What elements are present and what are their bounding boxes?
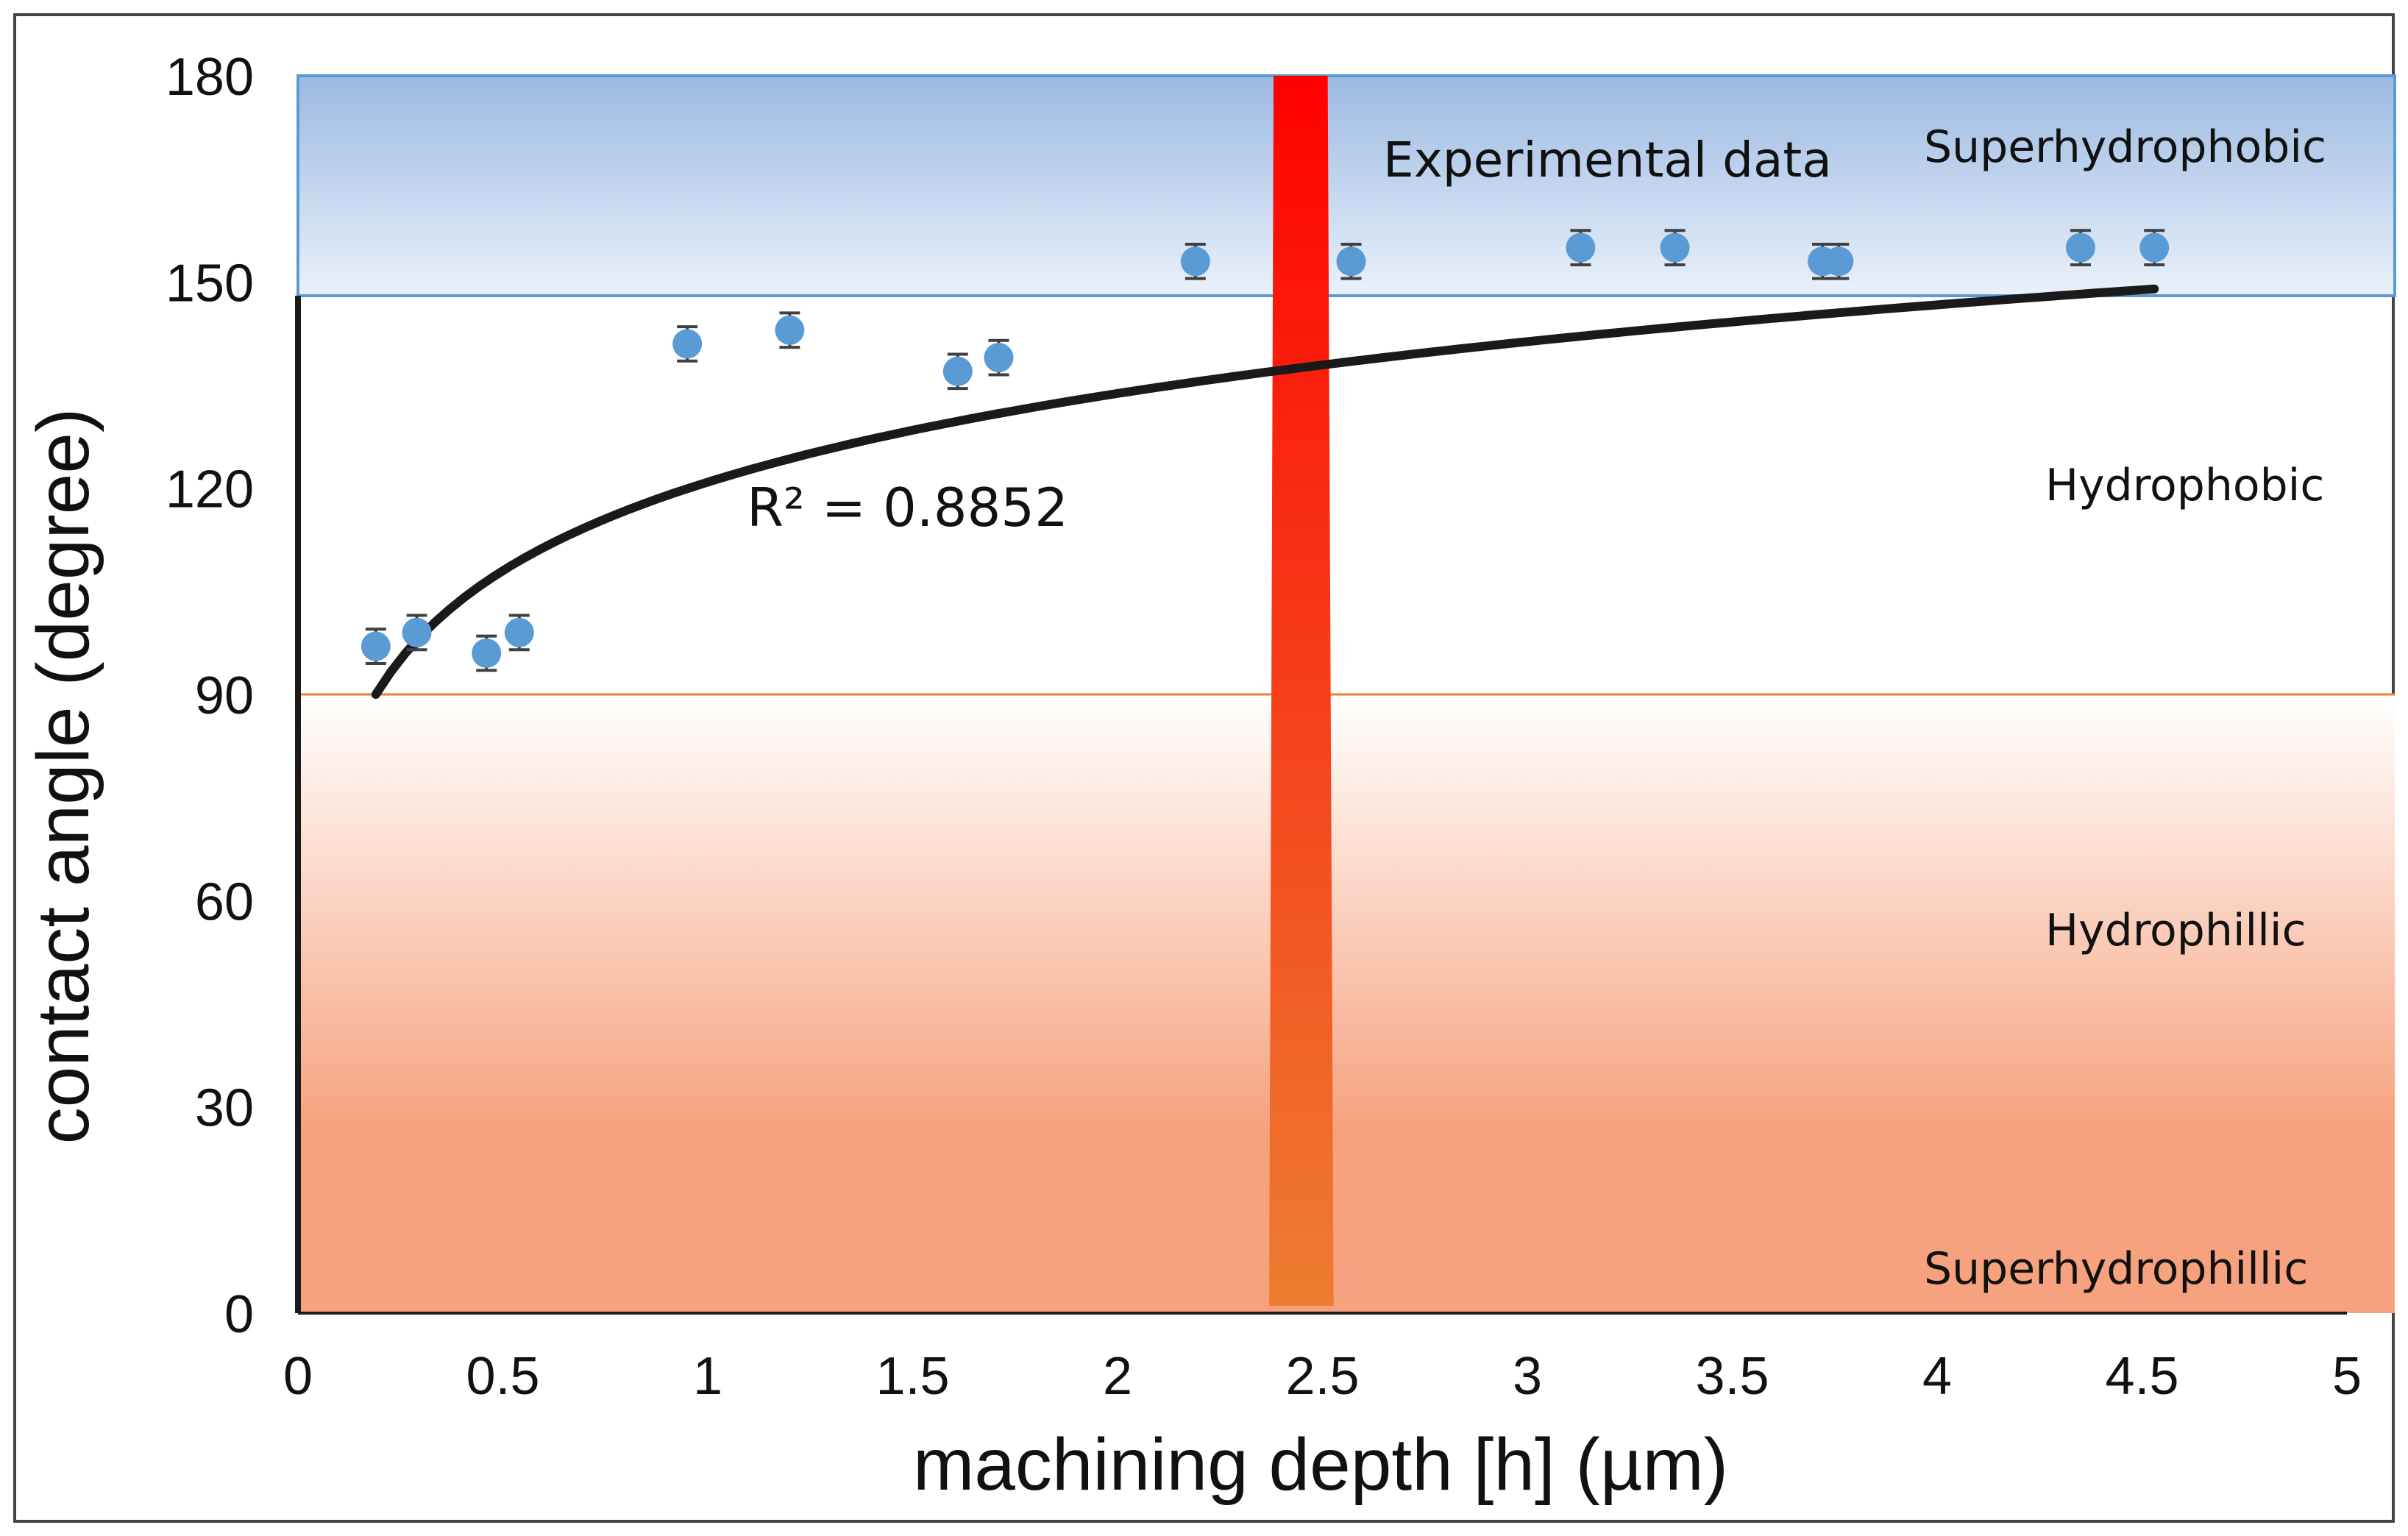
data-point	[942, 356, 973, 386]
hydrophilic-label: Hydrophillic	[2045, 905, 2306, 956]
x-tick-label: 4	[1922, 1347, 1952, 1406]
x-tick-label: 0	[283, 1347, 313, 1406]
y-tick-labels: 0 30 60 90 120 150 180	[166, 48, 254, 1344]
data-point	[361, 631, 391, 661]
data-point	[472, 638, 502, 668]
x-tick-label: 0.5	[466, 1347, 539, 1406]
x-tick-label: 3.5	[1695, 1347, 1769, 1406]
y-axis-title: contact angle (degree)	[22, 408, 104, 1145]
data-point	[775, 315, 805, 345]
y-tick-label: 150	[166, 254, 254, 313]
x-tick-label: 4.5	[2105, 1347, 2178, 1406]
y-tick-label: 180	[166, 48, 254, 107]
data-point	[2065, 232, 2095, 263]
superhydrophilic-label: Superhydrophillic	[1924, 1243, 2308, 1295]
superhydrophobic-label: Superhydrophobic	[1924, 121, 2326, 173]
x-tick-label: 1.5	[876, 1347, 949, 1406]
data-point	[402, 617, 432, 647]
x-tick-labels: 0 0.5 1 1.5 2 2.5 3 3.5 4 4.5 5	[283, 1347, 2362, 1406]
data-point	[1566, 232, 1596, 263]
y-tick-label: 0	[224, 1285, 254, 1344]
y-tick-label: 90	[195, 666, 254, 725]
data-point	[984, 343, 1014, 373]
data-point	[504, 617, 534, 647]
x-axis-title: machining depth [h] (µm)	[913, 1423, 1728, 1506]
y-tick-label: 60	[195, 872, 254, 931]
x-tick-label: 2.5	[1285, 1347, 1359, 1406]
x-tick-label: 5	[2332, 1347, 2362, 1406]
y-tick-label: 30	[195, 1079, 254, 1138]
data-point	[1180, 246, 1210, 277]
experimental-data-label: Experimental data	[1383, 132, 1832, 188]
hydrophobic-label: Hydrophobic	[2045, 460, 2324, 511]
log-trendline	[371, 284, 2159, 699]
data-point	[672, 329, 703, 359]
data-point	[1660, 232, 1690, 263]
data-point	[2139, 232, 2170, 263]
r-squared-label: R² = 0.8852	[747, 477, 1068, 538]
data-point	[1824, 246, 1854, 277]
y-tick-label: 120	[166, 461, 254, 519]
threshold-band	[1269, 76, 1334, 1306]
x-tick-label: 1	[693, 1347, 722, 1406]
data-point	[1336, 246, 1366, 277]
data-points	[361, 229, 2170, 672]
hydrophilic-region	[298, 694, 2395, 1313]
x-tick-label: 2	[1103, 1347, 1132, 1406]
x-tick-label: 3	[1513, 1347, 1542, 1406]
